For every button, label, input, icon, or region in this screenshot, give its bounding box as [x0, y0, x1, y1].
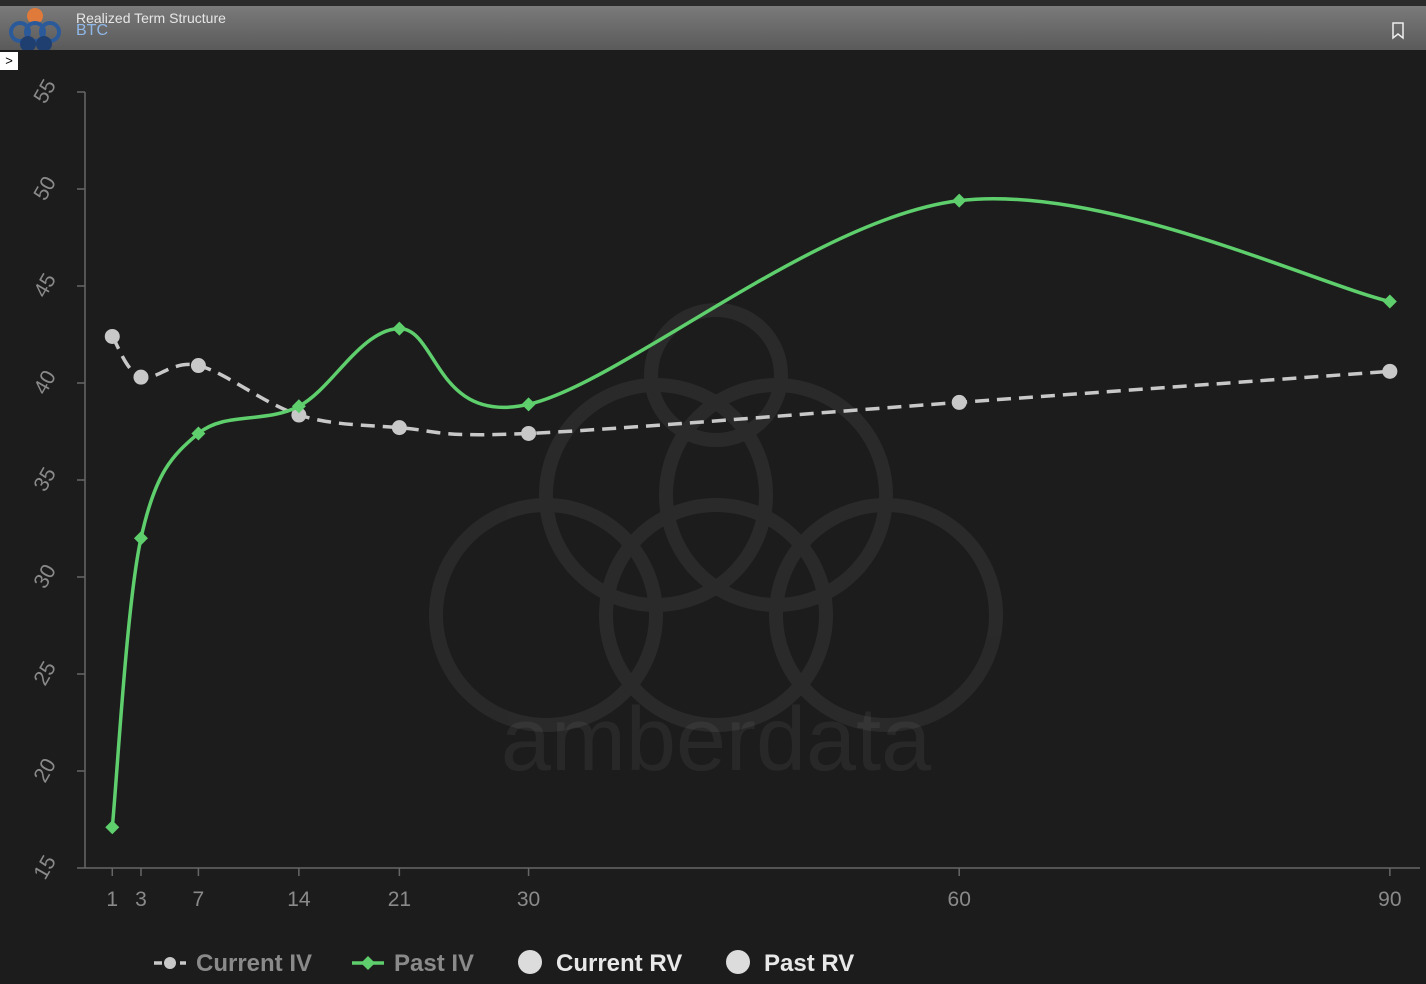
x-tick-label: 60	[948, 888, 971, 911]
header: Realized Term Structure BTC	[0, 6, 1426, 50]
point	[1382, 363, 1398, 379]
legend-swatch	[726, 950, 750, 974]
point	[164, 957, 176, 969]
point	[952, 193, 967, 208]
y-tick-label: 50	[29, 173, 61, 205]
point	[133, 531, 148, 546]
legend-label: Past IV	[394, 950, 474, 977]
point	[951, 394, 967, 410]
legend-item[interactable]: Past IV	[352, 950, 474, 977]
sidebar-toggle[interactable]: >	[0, 52, 18, 70]
top-strip	[0, 0, 1426, 6]
point	[1382, 294, 1397, 309]
point	[291, 399, 306, 414]
bookmark-icon[interactable]	[1391, 22, 1407, 40]
y-tick-label: 15	[29, 852, 61, 884]
point	[521, 397, 536, 412]
x-tick-label: 30	[517, 888, 540, 911]
watermark-text: amberdata	[501, 690, 932, 790]
point	[133, 369, 149, 385]
y-tick-label: 20	[29, 755, 61, 787]
logo[interactable]	[0, 6, 70, 50]
point	[391, 420, 407, 436]
x-tick-label: 90	[1378, 888, 1401, 911]
y-tick-label: 40	[29, 367, 61, 399]
point	[392, 321, 407, 336]
legend-label: Past RV	[764, 950, 854, 977]
widget-title: Realized Term Structure	[76, 10, 226, 26]
y-tick-label: 30	[29, 561, 61, 593]
x-tick-label: 1	[106, 888, 118, 911]
watermark-logo	[429, 303, 1003, 732]
y-tick-label: 55	[29, 76, 61, 108]
legend-item[interactable]: Current RV	[518, 950, 682, 977]
widget-subtitle: BTC	[76, 22, 108, 39]
y-tick-label: 35	[29, 464, 61, 496]
legend-swatch	[518, 950, 542, 974]
point	[191, 426, 206, 441]
y-tick-label: 25	[29, 658, 61, 690]
point	[521, 425, 537, 441]
point	[104, 328, 120, 344]
legend-label: Current RV	[556, 950, 682, 977]
legend-item[interactable]: Current IV	[154, 950, 312, 977]
x-tick-label: 21	[388, 888, 411, 911]
legend-label: Current IV	[196, 950, 312, 977]
series-line	[110, 335, 1390, 437]
x-tick-label: 7	[193, 888, 205, 911]
x-tick-label: 14	[287, 888, 311, 911]
point	[190, 358, 206, 374]
point	[105, 820, 120, 835]
y-tick-label: 45	[29, 270, 61, 302]
point	[291, 407, 307, 423]
point	[361, 956, 375, 970]
x-tick-label: 3	[135, 888, 147, 911]
legend-item[interactable]: Past RV	[726, 950, 854, 977]
